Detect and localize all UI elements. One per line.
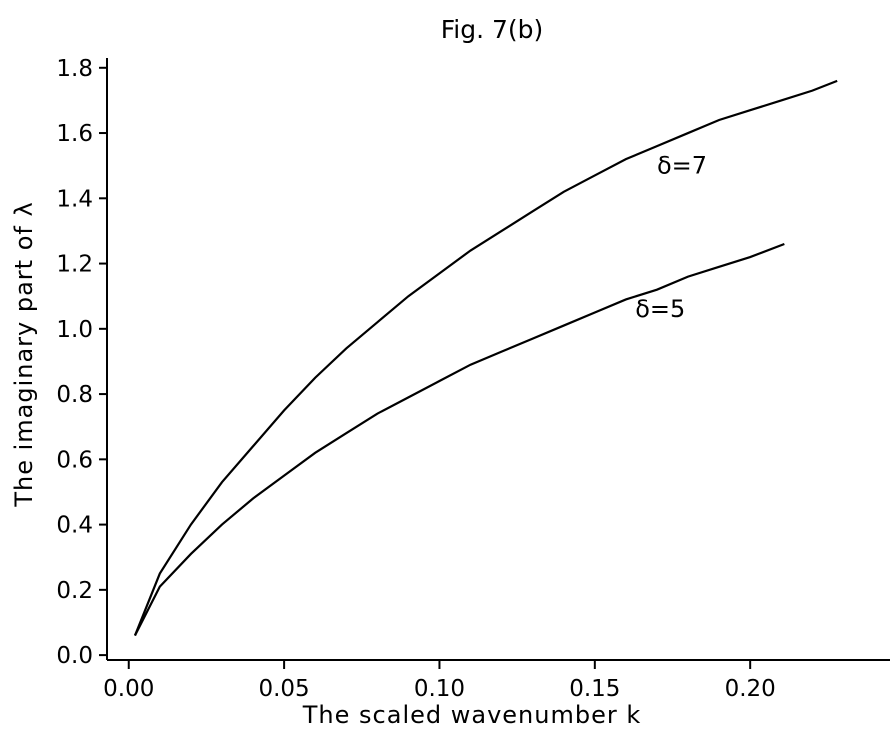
series-label-1: δ=5	[635, 295, 685, 323]
y-tick-label: 1.8	[56, 56, 93, 82]
y-axis-label: The imaginary part of λ	[10, 201, 38, 507]
series-line-1	[133, 242, 785, 637]
x-tick-label: 0.10	[414, 676, 465, 702]
y-tick-label: 0.8	[56, 382, 93, 408]
y-tick-label: 1.2	[56, 252, 93, 278]
y-tick-label: 0.0	[56, 643, 93, 669]
chart-title: Fig. 7(b)	[441, 15, 544, 44]
series-group: δ=7 δ=5	[133, 79, 838, 637]
x-tick-label: 0.20	[725, 676, 776, 702]
y-tick-label: 1.6	[56, 121, 93, 147]
x-tick-label: 0.00	[103, 676, 154, 702]
y-tick-label: 0.2	[56, 578, 93, 604]
x-tick-label: 0.15	[569, 676, 620, 702]
series-label-0: δ=7	[657, 152, 707, 180]
y-tick-label: 1.0	[56, 317, 93, 343]
y-ticks: 0.0 0.2 0.4 0.6 0.8 1.0 1.2 1.4 1.6 1.8	[56, 56, 107, 669]
x-axis-label: The scaled wavenumber k	[302, 701, 641, 729]
y-tick-label: 0.6	[56, 447, 93, 473]
x-tick-label: 0.05	[258, 676, 309, 702]
y-tick-label: 0.4	[56, 513, 93, 539]
y-tick-label: 1.4	[56, 186, 93, 212]
series-line-0	[133, 79, 838, 636]
x-ticks: 0.00 0.05 0.10 0.15 0.20	[103, 660, 776, 702]
